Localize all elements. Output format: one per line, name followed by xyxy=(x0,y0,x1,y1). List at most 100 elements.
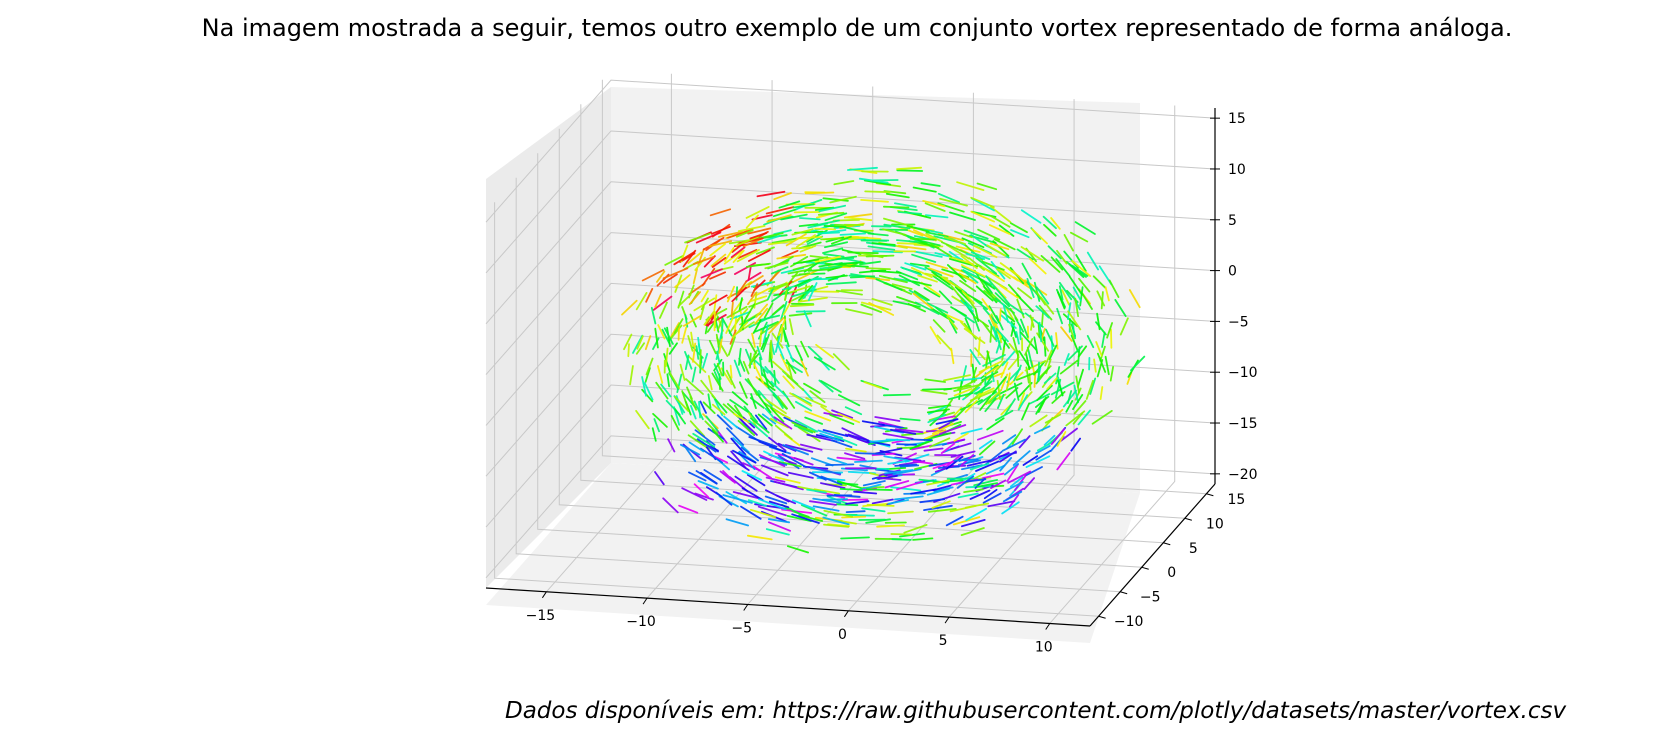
vector-arrow xyxy=(823,509,853,518)
vector-arrow xyxy=(715,491,733,506)
vector-arrow xyxy=(653,418,660,433)
vector-arrow xyxy=(1065,410,1086,427)
vector-arrow xyxy=(687,335,694,352)
vector-arrow xyxy=(896,166,922,171)
vector-arrow xyxy=(670,414,680,431)
vector-arrow xyxy=(1086,334,1095,349)
vector-arrow xyxy=(718,230,743,238)
vector-arrow xyxy=(747,227,772,235)
grid-line-z xyxy=(485,333,1216,477)
vector-arrow xyxy=(862,480,886,487)
vector-arrow xyxy=(656,270,666,283)
vector-arrow xyxy=(726,427,745,446)
vector-arrow xyxy=(822,197,849,202)
vector-arrow xyxy=(1035,286,1050,305)
vector-arrow xyxy=(807,268,833,272)
vector-arrow xyxy=(664,254,684,266)
vector-arrow xyxy=(969,348,981,366)
vector-arrow xyxy=(768,316,785,334)
vector-arrow xyxy=(978,360,1003,374)
vector-arrow xyxy=(707,375,713,391)
vector-arrow xyxy=(837,412,861,424)
vector-arrow xyxy=(973,315,980,332)
vector-arrow xyxy=(745,303,756,319)
vector-arrow xyxy=(709,208,731,217)
vector-arrow xyxy=(1050,381,1075,396)
vector-arrow xyxy=(847,166,878,171)
vector-arrow xyxy=(1012,450,1031,466)
vector-arrow xyxy=(688,291,701,306)
vector-arrow xyxy=(834,435,858,447)
vector-arrow xyxy=(922,387,953,391)
vector-arrow xyxy=(781,249,799,259)
vector-arrow xyxy=(876,476,902,481)
vector-arrow xyxy=(979,395,992,411)
vector-arrow xyxy=(1059,359,1079,375)
vector-arrow xyxy=(809,500,837,506)
vector-arrow xyxy=(1050,256,1064,271)
vector-arrow xyxy=(965,507,987,521)
vector-arrow xyxy=(667,438,676,453)
vector-arrow xyxy=(935,306,955,323)
vector-arrow xyxy=(923,432,952,441)
vector-arrow xyxy=(963,327,986,344)
vector-arrow xyxy=(673,250,696,266)
vector-arrow xyxy=(770,407,785,423)
vector-arrow xyxy=(970,366,978,384)
vector-arrow xyxy=(777,318,786,337)
vector-arrow xyxy=(732,491,761,500)
vector-arrow xyxy=(788,318,794,336)
vector-arrow xyxy=(923,504,953,512)
vector-arrow xyxy=(931,271,951,286)
vector-arrow xyxy=(629,365,634,386)
vector-arrow xyxy=(732,437,750,454)
vector-arrow xyxy=(793,258,820,265)
vector-arrow xyxy=(747,292,757,306)
vector-arrow xyxy=(655,381,669,400)
vector-arrow xyxy=(695,345,700,360)
vector-arrow xyxy=(974,307,980,323)
vector-arrow xyxy=(755,246,775,255)
vector-arrow xyxy=(810,466,842,475)
vector-arrow xyxy=(1013,364,1022,382)
vector-arrow xyxy=(819,264,845,270)
vector-arrow xyxy=(833,180,855,186)
vector-arrow xyxy=(845,510,866,513)
vector-arrow xyxy=(787,268,812,275)
vector-arrow xyxy=(1050,217,1061,230)
vector-arrow xyxy=(708,240,733,248)
vector-arrow xyxy=(1085,379,1094,400)
vector-arrow xyxy=(1079,286,1084,307)
vector-arrow xyxy=(999,284,1019,299)
vector-arrow xyxy=(950,285,965,303)
vector-arrow xyxy=(807,282,818,302)
vector-arrow xyxy=(1055,258,1071,278)
vector-arrow xyxy=(807,345,823,360)
vector-arrow xyxy=(933,486,954,493)
vector-arrow xyxy=(968,257,985,271)
vector-arrow xyxy=(960,299,974,313)
vector-arrow xyxy=(1060,326,1073,342)
vector-arrow xyxy=(657,324,666,340)
vector-arrow xyxy=(978,439,993,450)
vector-arrow xyxy=(641,388,654,403)
vector-arrow xyxy=(911,444,933,451)
vector-arrow xyxy=(910,438,933,442)
vector-arrow xyxy=(845,447,867,453)
vector-arrow xyxy=(932,422,954,435)
vector-arrow xyxy=(876,524,905,528)
vector-arrow xyxy=(1025,455,1051,469)
vector-arrow xyxy=(662,267,689,280)
vector-arrow xyxy=(694,492,714,501)
vector-arrow xyxy=(798,223,819,228)
vector-arrow xyxy=(803,310,812,328)
vector-arrow xyxy=(673,395,690,412)
vector-arrow xyxy=(947,264,967,283)
vector-arrow xyxy=(1068,263,1085,279)
vector-arrow xyxy=(758,498,787,511)
vector-arrow xyxy=(635,342,645,355)
vector-arrow xyxy=(789,392,813,407)
vector-arrow xyxy=(1038,321,1043,343)
vector-arrow xyxy=(1009,371,1024,386)
vector-arrow xyxy=(793,269,818,283)
